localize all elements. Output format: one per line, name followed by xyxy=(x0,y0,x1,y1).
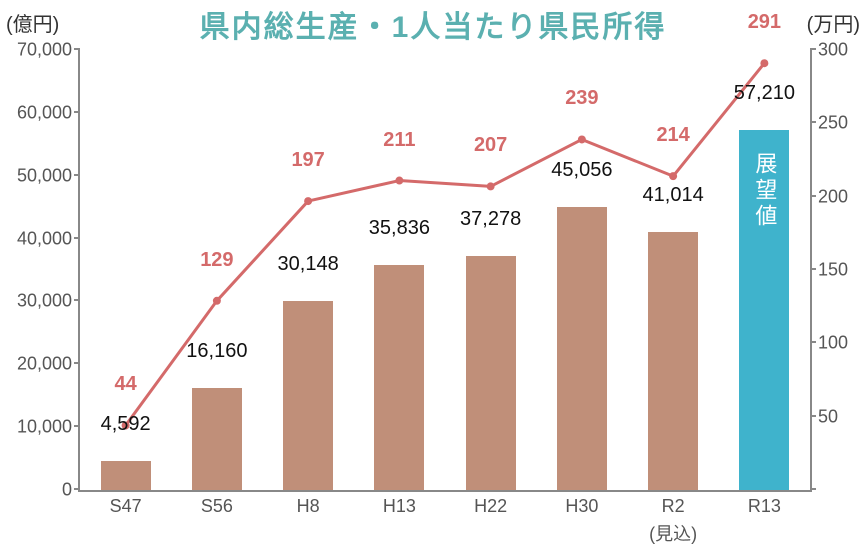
ytick-right: 300 xyxy=(810,40,848,61)
bar xyxy=(192,388,242,490)
prospect-label: 展望値 xyxy=(748,152,780,230)
chart-title: 県内総生産・1人当たり県民所得 xyxy=(0,2,866,46)
x-category: R13 xyxy=(748,490,781,517)
x-category: H13 xyxy=(383,490,416,517)
left-axis-unit: (億円) xyxy=(6,8,59,37)
bar xyxy=(101,461,151,490)
x-category: H22 xyxy=(474,490,507,517)
ytick-left: 60,000 xyxy=(17,102,80,123)
line-value-label: 129 xyxy=(200,249,233,272)
line-value-label: 197 xyxy=(291,149,324,172)
line-value-label: 291 xyxy=(748,11,781,34)
line-series xyxy=(80,50,810,490)
line-value-label: 44 xyxy=(115,373,137,396)
bar-value-label: 37,278 xyxy=(460,208,521,231)
bar-value-label: 16,160 xyxy=(186,340,247,363)
line-value-label: 207 xyxy=(474,134,507,157)
x-category: S56 xyxy=(201,490,233,517)
bar xyxy=(374,265,424,490)
x-category: H30 xyxy=(565,490,598,517)
ytick-left: 0 xyxy=(62,480,80,501)
bar-value-label: 41,014 xyxy=(643,184,704,207)
bar-value-label: 4,592 xyxy=(101,413,151,436)
line-value-label: 214 xyxy=(656,124,689,147)
plot-area: 010,00020,00030,00040,00050,00060,00070,… xyxy=(78,50,812,492)
bar xyxy=(648,232,698,490)
ytick-right: 100 xyxy=(810,333,848,354)
x-category-note: (見込) xyxy=(649,490,697,546)
bar-value-label: 45,056 xyxy=(551,159,612,182)
ytick-left: 30,000 xyxy=(17,291,80,312)
ytick-right: 150 xyxy=(810,260,848,281)
bar-value-label: 35,836 xyxy=(369,217,430,240)
ytick-right: 250 xyxy=(810,113,848,134)
x-category: H8 xyxy=(297,490,320,517)
bar xyxy=(557,207,607,490)
right-axis-unit: (万円) xyxy=(807,8,860,37)
line-value-label: 239 xyxy=(565,87,598,110)
ytick-left: 70,000 xyxy=(17,40,80,61)
bar-value-label: 30,148 xyxy=(278,253,339,276)
ytick-right: 200 xyxy=(810,186,848,207)
x-category: S47 xyxy=(110,490,142,517)
ytick-left: 10,000 xyxy=(17,417,80,438)
bar xyxy=(283,301,333,491)
ytick-left: 20,000 xyxy=(17,354,80,375)
line-value-label: 211 xyxy=(383,129,415,152)
bar-value-label: 57,210 xyxy=(734,82,795,105)
ytick-left: 40,000 xyxy=(17,228,80,249)
bar xyxy=(466,256,516,490)
ytick-right: 50 xyxy=(810,406,838,427)
ytick-left: 50,000 xyxy=(17,165,80,186)
